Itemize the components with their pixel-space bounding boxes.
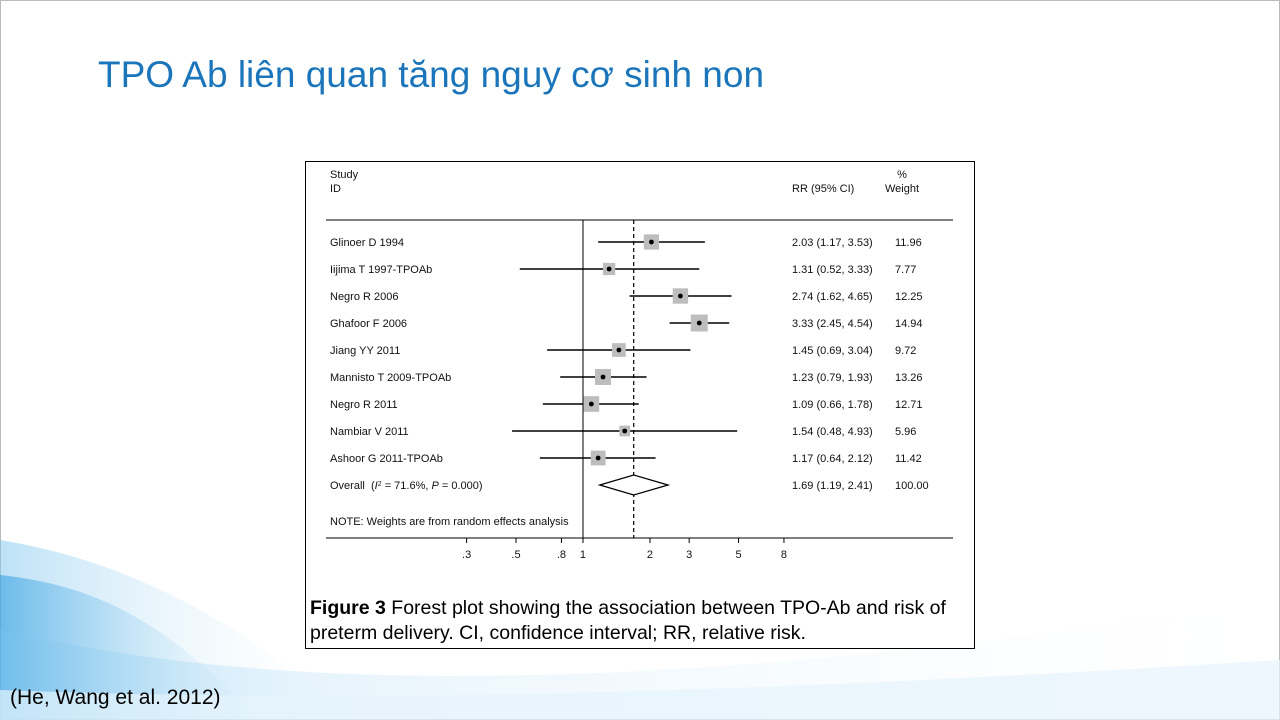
study-name: Negro R 2011	[330, 399, 398, 411]
caption-label: Figure 3	[310, 597, 386, 619]
point-estimate	[600, 374, 606, 380]
estimate-label: 1.54 (0.48, 4.93)	[792, 426, 873, 438]
point-estimate	[622, 428, 628, 434]
heterogeneity-part: 2	[378, 481, 382, 488]
note: NOTE: Weights are from random effects an…	[330, 516, 569, 528]
slide-title: TPO Ab liên quan tăng nguy cơ sinh non	[98, 54, 765, 95]
heterogeneity-part: (	[371, 480, 375, 492]
figure-caption: Figure 3 Forest plot showing the associa…	[310, 596, 974, 646]
study-name: Ashoor G 2011-TPOAb	[330, 453, 443, 465]
header: Weight	[885, 183, 919, 195]
x-tick-label: .8	[557, 549, 566, 561]
point-estimate	[606, 266, 612, 272]
overall-diamond	[597, 474, 671, 496]
wave	[0, 660, 1280, 720]
x-tick-label: 2	[647, 549, 653, 561]
point-estimate	[649, 239, 654, 245]
weight-label: 11.42	[895, 453, 922, 465]
study-name: Jiang YY 2011	[330, 345, 400, 357]
weight-label: 12.25	[895, 291, 923, 303]
x-tick-label: .5	[511, 549, 520, 561]
x-tick-label: 8	[781, 549, 787, 561]
weight-label: 9.72	[895, 345, 916, 357]
x-tick-label: 5	[735, 549, 741, 561]
forest-plot: Study ID RR (95% CI)% Weight Glinoer D 1994 2…	[326, 169, 953, 561]
estimate-label: 1.45 (0.69, 3.04)	[792, 345, 873, 357]
weight-label: 100.00	[895, 480, 929, 492]
study-name: Nambiar V 2011	[330, 426, 409, 438]
weight-label: 11.96	[895, 237, 922, 249]
x-tick-label: 3	[686, 549, 692, 561]
overall-name: Overall	[330, 480, 365, 492]
header: %	[897, 169, 907, 181]
estimate-label: 2.03 (1.17, 3.53)	[792, 237, 873, 249]
estimate-label: 3.33 (2.45, 4.54)	[792, 318, 873, 330]
weight-label: 5.96	[895, 426, 916, 438]
header: Study	[330, 169, 359, 181]
heterogeneity-part: P	[431, 480, 439, 492]
heterogeneity: (I2 = 71.6%, P = 0.000)	[371, 480, 483, 492]
estimate-label: 1.31 (0.52, 3.33)	[792, 264, 873, 276]
estimate-label: 1.17 (0.64, 2.12)	[792, 453, 873, 465]
weight-label: 13.26	[895, 372, 923, 384]
study-name: Ghafoor F 2006	[330, 318, 407, 330]
header: RR (95% CI)	[792, 183, 854, 195]
estimate-label: 1.23 (0.79, 1.93)	[792, 372, 873, 384]
weight-label: 7.77	[895, 264, 916, 276]
heterogeneity-part: I	[375, 480, 378, 492]
point-estimate	[588, 401, 594, 407]
estimate-label: 1.69 (1.19, 2.41)	[792, 480, 873, 492]
figure: Study ID RR (95% CI)% Weight Glinoer D 1994 2…	[305, 161, 975, 649]
point-estimate	[595, 455, 601, 461]
estimate-label: 1.09 (0.66, 1.78)	[792, 399, 873, 411]
weight-label: 12.71	[895, 399, 923, 411]
study-name: Negro R 2006	[330, 291, 399, 303]
study-name: Glinoer D 1994	[330, 237, 404, 249]
point-estimate	[696, 320, 702, 326]
header: ID	[330, 183, 341, 195]
estimate-label: 2.74 (1.62, 4.65)	[792, 291, 873, 303]
point-estimate	[678, 293, 683, 299]
x-tick-label: 1	[580, 549, 586, 561]
citation: (He, Wang et al. 2012)	[10, 686, 221, 709]
caption-text: Forest plot showing the association betw…	[310, 597, 946, 644]
heterogeneity-part: = 0.000)	[439, 480, 483, 492]
x-tick-label: .3	[462, 549, 471, 561]
study-name: Iijima T 1997-TPOAb	[330, 264, 432, 276]
point-estimate	[616, 347, 622, 353]
heterogeneity-part: = 71.6%,	[382, 480, 432, 492]
weight-label: 14.94	[895, 318, 923, 330]
study-name: Mannisto T 2009-TPOAb	[330, 372, 451, 384]
